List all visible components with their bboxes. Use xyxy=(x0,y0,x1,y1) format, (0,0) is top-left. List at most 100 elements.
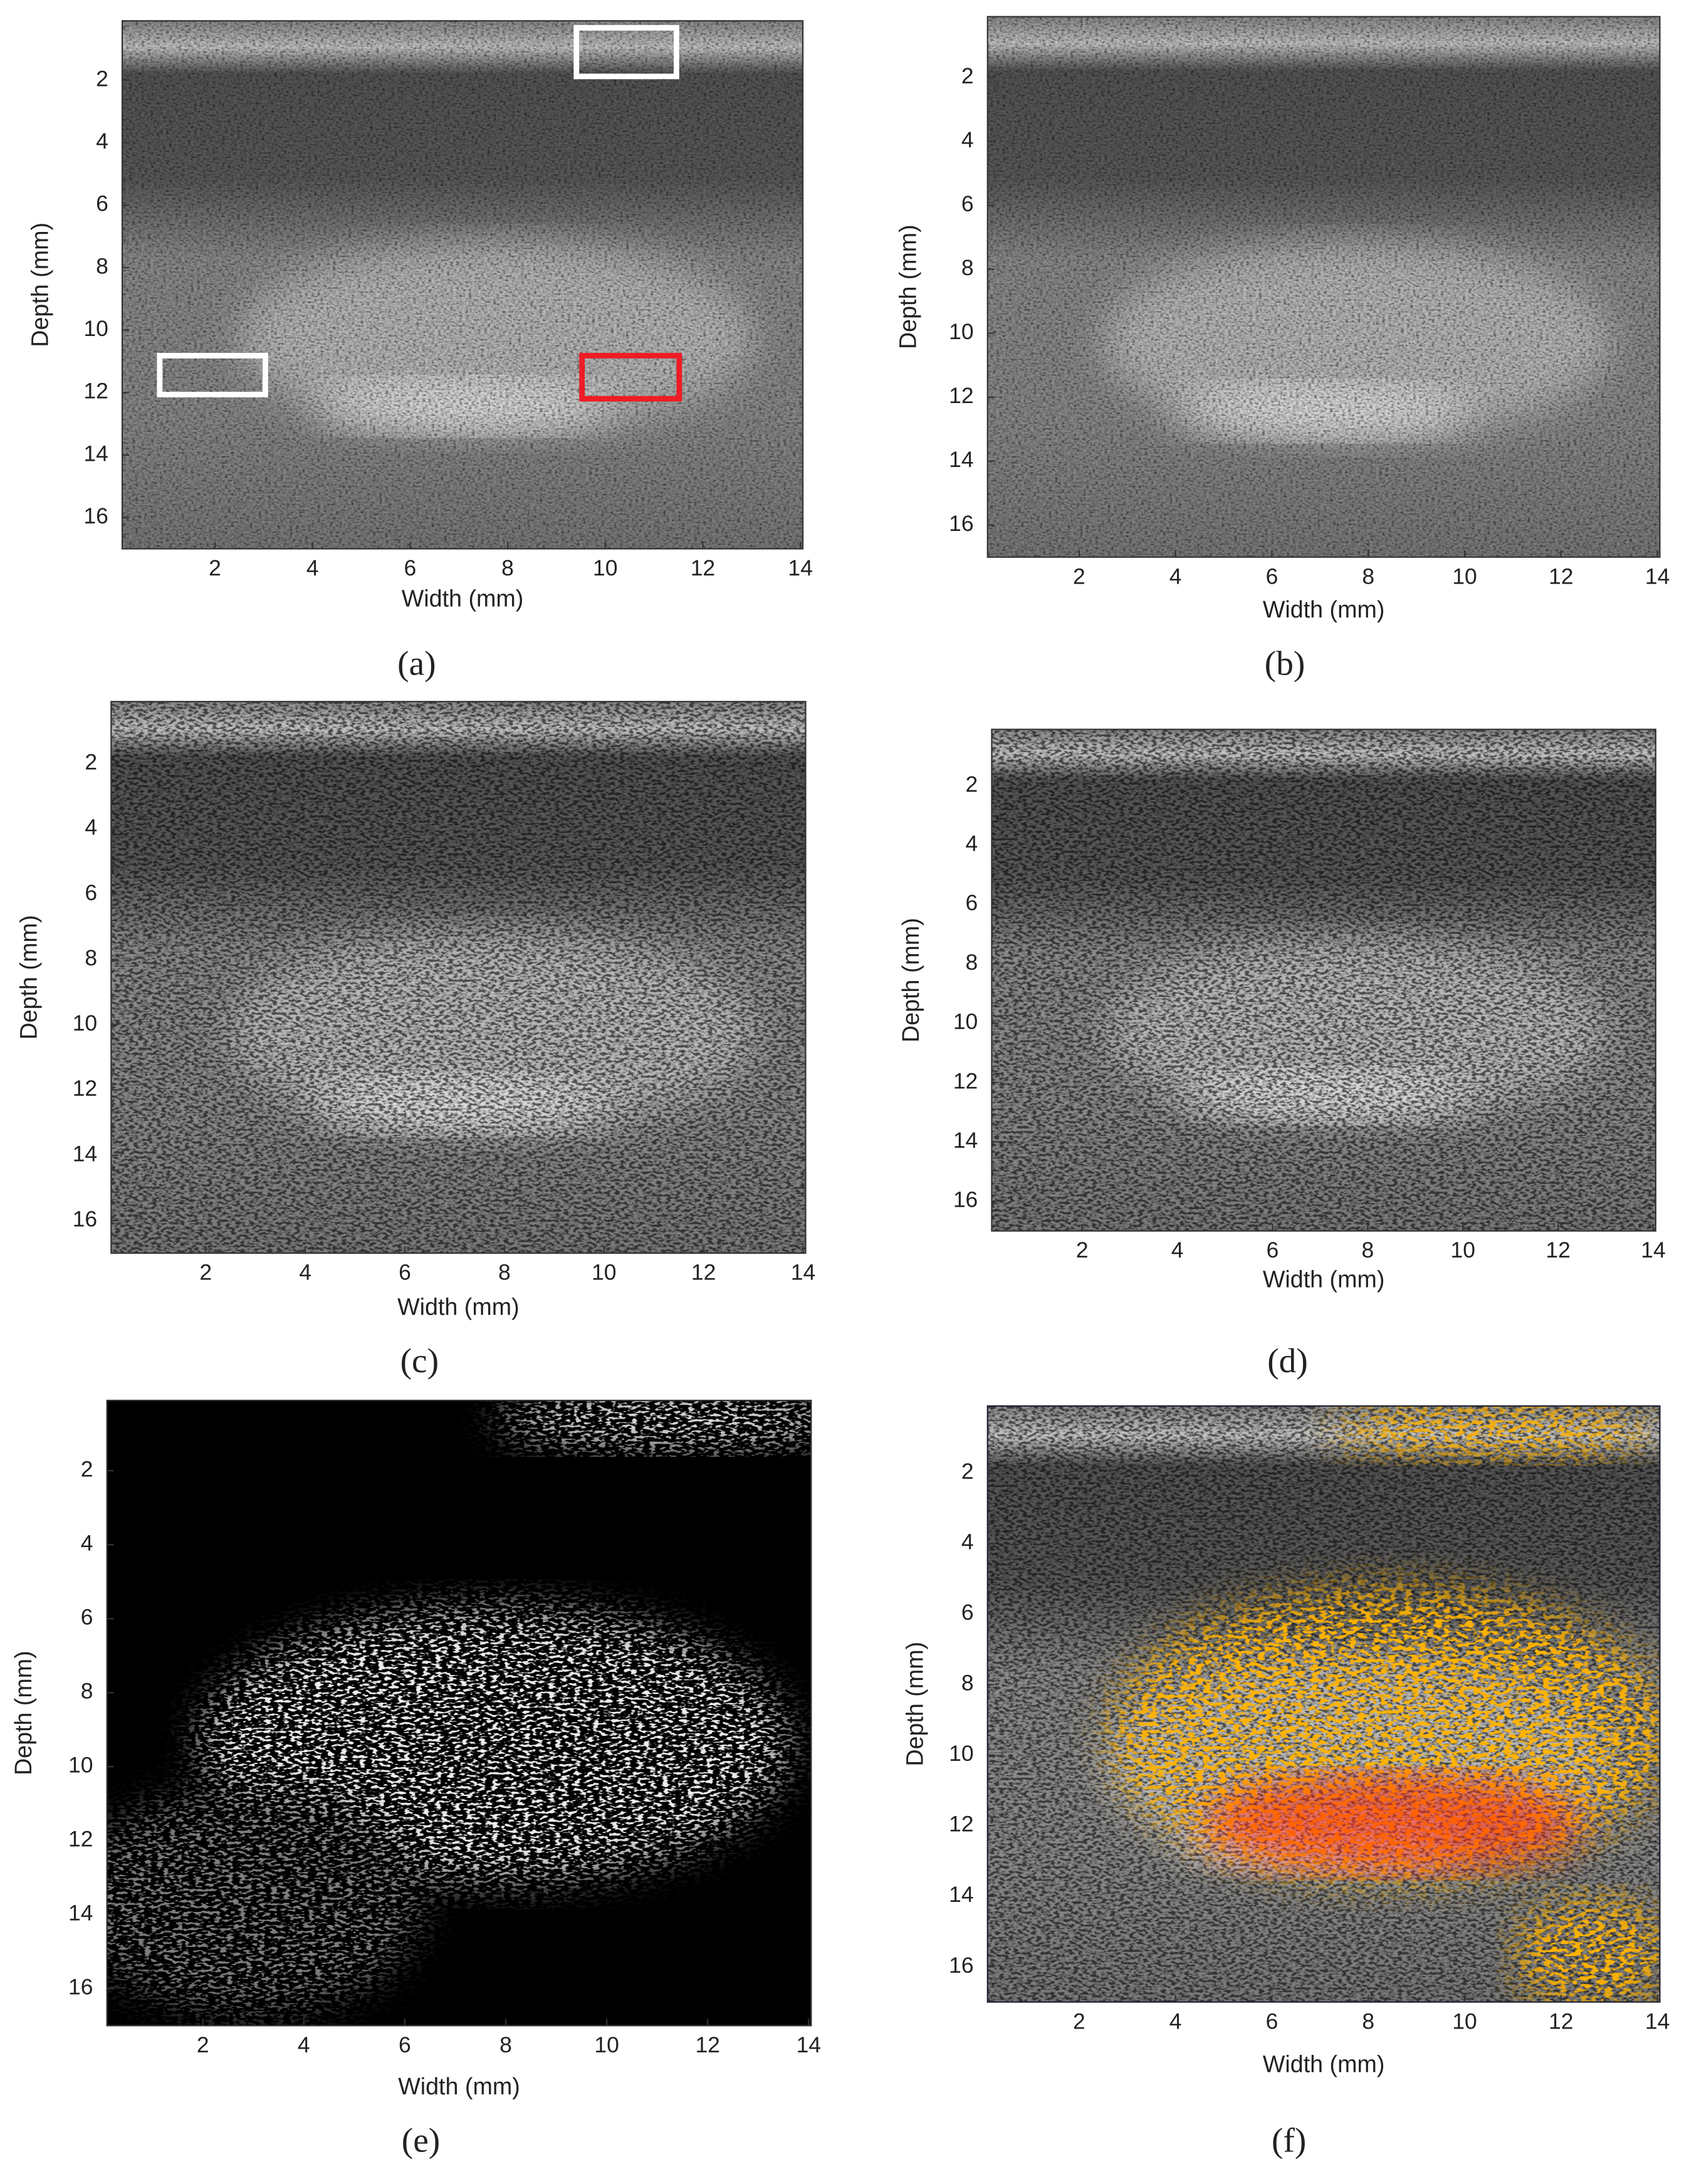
x-tick-label: 4 xyxy=(1169,564,1182,589)
x-tick-label: 2 xyxy=(197,2032,209,2057)
y-tick-label: 16 xyxy=(949,1953,973,1978)
x-tick-label: 14 xyxy=(1641,1237,1665,1263)
y-axis-label: Depth (mm) xyxy=(897,918,924,1042)
x-axis-label: Width (mm) xyxy=(1263,2051,1385,2077)
y-tick-label: 4 xyxy=(96,129,108,154)
x-tick-label: 4 xyxy=(299,1260,311,1285)
y-tick-label: 10 xyxy=(953,1009,978,1034)
panel-label: (f) xyxy=(1272,2121,1306,2159)
ultrasound-image xyxy=(987,1405,1660,2002)
y-axis-label: Depth (mm) xyxy=(10,1651,36,1775)
x-tick-label: 4 xyxy=(1171,1237,1184,1263)
roi-box xyxy=(573,24,679,80)
roi-box xyxy=(579,352,682,402)
y-tick-label: 4 xyxy=(81,1531,93,1556)
x-tick-label: 8 xyxy=(1362,2008,1374,2034)
y-tick-label: 8 xyxy=(81,1679,93,1704)
y-tick-label: 6 xyxy=(966,890,978,915)
plot-frame xyxy=(106,1399,812,2027)
panel-label: (b) xyxy=(1265,644,1305,683)
y-tick-label: 8 xyxy=(96,253,108,278)
ultrasound-image xyxy=(991,729,1656,1231)
y-tick-label: 6 xyxy=(961,1600,974,1625)
x-axis-label: Width (mm) xyxy=(402,585,524,611)
panel: 2 4 6 8 10 12 14 2 4 6 8 10 12 14 16 Width (mm) Depth (m… xyxy=(16,701,815,1380)
x-tick-label: 4 xyxy=(306,555,319,580)
plot-frame xyxy=(121,20,804,550)
y-tick-label: 10 xyxy=(68,1753,93,1778)
x-tick-label: 12 xyxy=(691,1260,716,1285)
x-axis-label: Width (mm) xyxy=(1263,596,1385,622)
x-tick-label: 2 xyxy=(1076,1237,1089,1263)
panel: 2 4 6 8 10 12 14 2 4 6 8 10 12 14 16 Width (mm) Depth (m… xyxy=(895,16,1670,683)
y-tick-label: 14 xyxy=(949,447,973,472)
plot-frame xyxy=(986,16,1661,558)
x-tick-label: 6 xyxy=(399,2032,411,2057)
plot-frame xyxy=(986,1405,1661,2003)
x-tick-label: 12 xyxy=(1549,2008,1573,2034)
y-tick-label: 14 xyxy=(73,1141,97,1166)
x-tick-label: 6 xyxy=(1267,1237,1279,1263)
ultrasound-image xyxy=(122,21,803,549)
y-tick-label: 10 xyxy=(949,1741,973,1766)
y-tick-label: 16 xyxy=(949,511,973,536)
y-tick-label: 2 xyxy=(81,1456,93,1481)
x-tick-label: 14 xyxy=(791,1260,815,1285)
y-tick-label: 8 xyxy=(966,950,978,975)
x-tick-label: 10 xyxy=(593,555,617,580)
y-tick-label: 6 xyxy=(85,880,97,905)
y-tick-label: 14 xyxy=(83,441,108,466)
y-tick-label: 4 xyxy=(961,1530,974,1555)
roi-box xyxy=(157,352,268,397)
y-tick-label: 2 xyxy=(966,772,978,797)
y-tick-label: 2 xyxy=(96,66,108,91)
y-tick-label: 6 xyxy=(81,1605,93,1630)
y-tick-label: 4 xyxy=(85,815,97,840)
plot-frame xyxy=(110,701,807,1254)
x-tick-label: 6 xyxy=(399,1260,411,1285)
y-tick-label: 14 xyxy=(953,1128,978,1153)
y-tick-label: 16 xyxy=(73,1206,97,1231)
y-tick-label: 16 xyxy=(83,503,108,528)
x-tick-label: 4 xyxy=(1169,2008,1182,2034)
panel-label: (d) xyxy=(1267,1341,1308,1380)
y-tick-label: 4 xyxy=(966,831,978,856)
panel-label: (e) xyxy=(402,2121,440,2159)
x-tick-label: 8 xyxy=(499,2032,512,2057)
x-tick-label: 4 xyxy=(298,2032,310,2057)
speckle xyxy=(987,16,1660,557)
panel: 2 4 6 8 10 12 14 2 4 6 8 10 12 14 16 Width (mm) Depth (m… xyxy=(10,1399,821,2159)
panel: 2 4 6 8 10 12 14 2 4 6 8 10 12 14 16 Width (mm) Depth (m… xyxy=(26,20,813,683)
y-tick-label: 8 xyxy=(961,1671,974,1696)
x-tick-label: 14 xyxy=(797,2032,821,2057)
x-tick-label: 2 xyxy=(209,555,221,580)
x-tick-label: 12 xyxy=(1549,564,1573,589)
y-tick-label: 2 xyxy=(961,1459,974,1484)
y-tick-label: 4 xyxy=(961,127,974,152)
x-tick-label: 12 xyxy=(695,2032,719,2057)
x-tick-label: 10 xyxy=(594,2032,619,2057)
y-tick-label: 8 xyxy=(85,945,97,970)
speckle xyxy=(111,701,806,1254)
y-axis-label: Depth (mm) xyxy=(895,224,921,349)
y-tick-label: 12 xyxy=(953,1068,978,1093)
y-tick-label: 14 xyxy=(949,1882,973,1907)
x-tick-label: 10 xyxy=(1452,2008,1477,2034)
y-tick-label: 14 xyxy=(68,1901,93,1926)
y-tick-label: 16 xyxy=(68,1975,93,2000)
x-axis-label: Width (mm) xyxy=(398,2073,520,2099)
x-tick-label: 8 xyxy=(501,555,514,580)
x-tick-label: 12 xyxy=(1545,1237,1570,1263)
y-tick-label: 2 xyxy=(961,63,974,88)
y-tick-label: 8 xyxy=(961,255,974,280)
x-tick-label: 12 xyxy=(691,555,715,580)
x-axis-label: Width (mm) xyxy=(397,1294,520,1320)
ultrasound-image xyxy=(107,1400,812,2026)
speckle xyxy=(991,729,1656,1231)
x-tick-label: 6 xyxy=(1266,564,1279,589)
y-tick-label: 16 xyxy=(953,1187,978,1212)
x-tick-label: 8 xyxy=(1362,1237,1374,1263)
x-tick-label: 8 xyxy=(1362,564,1374,589)
